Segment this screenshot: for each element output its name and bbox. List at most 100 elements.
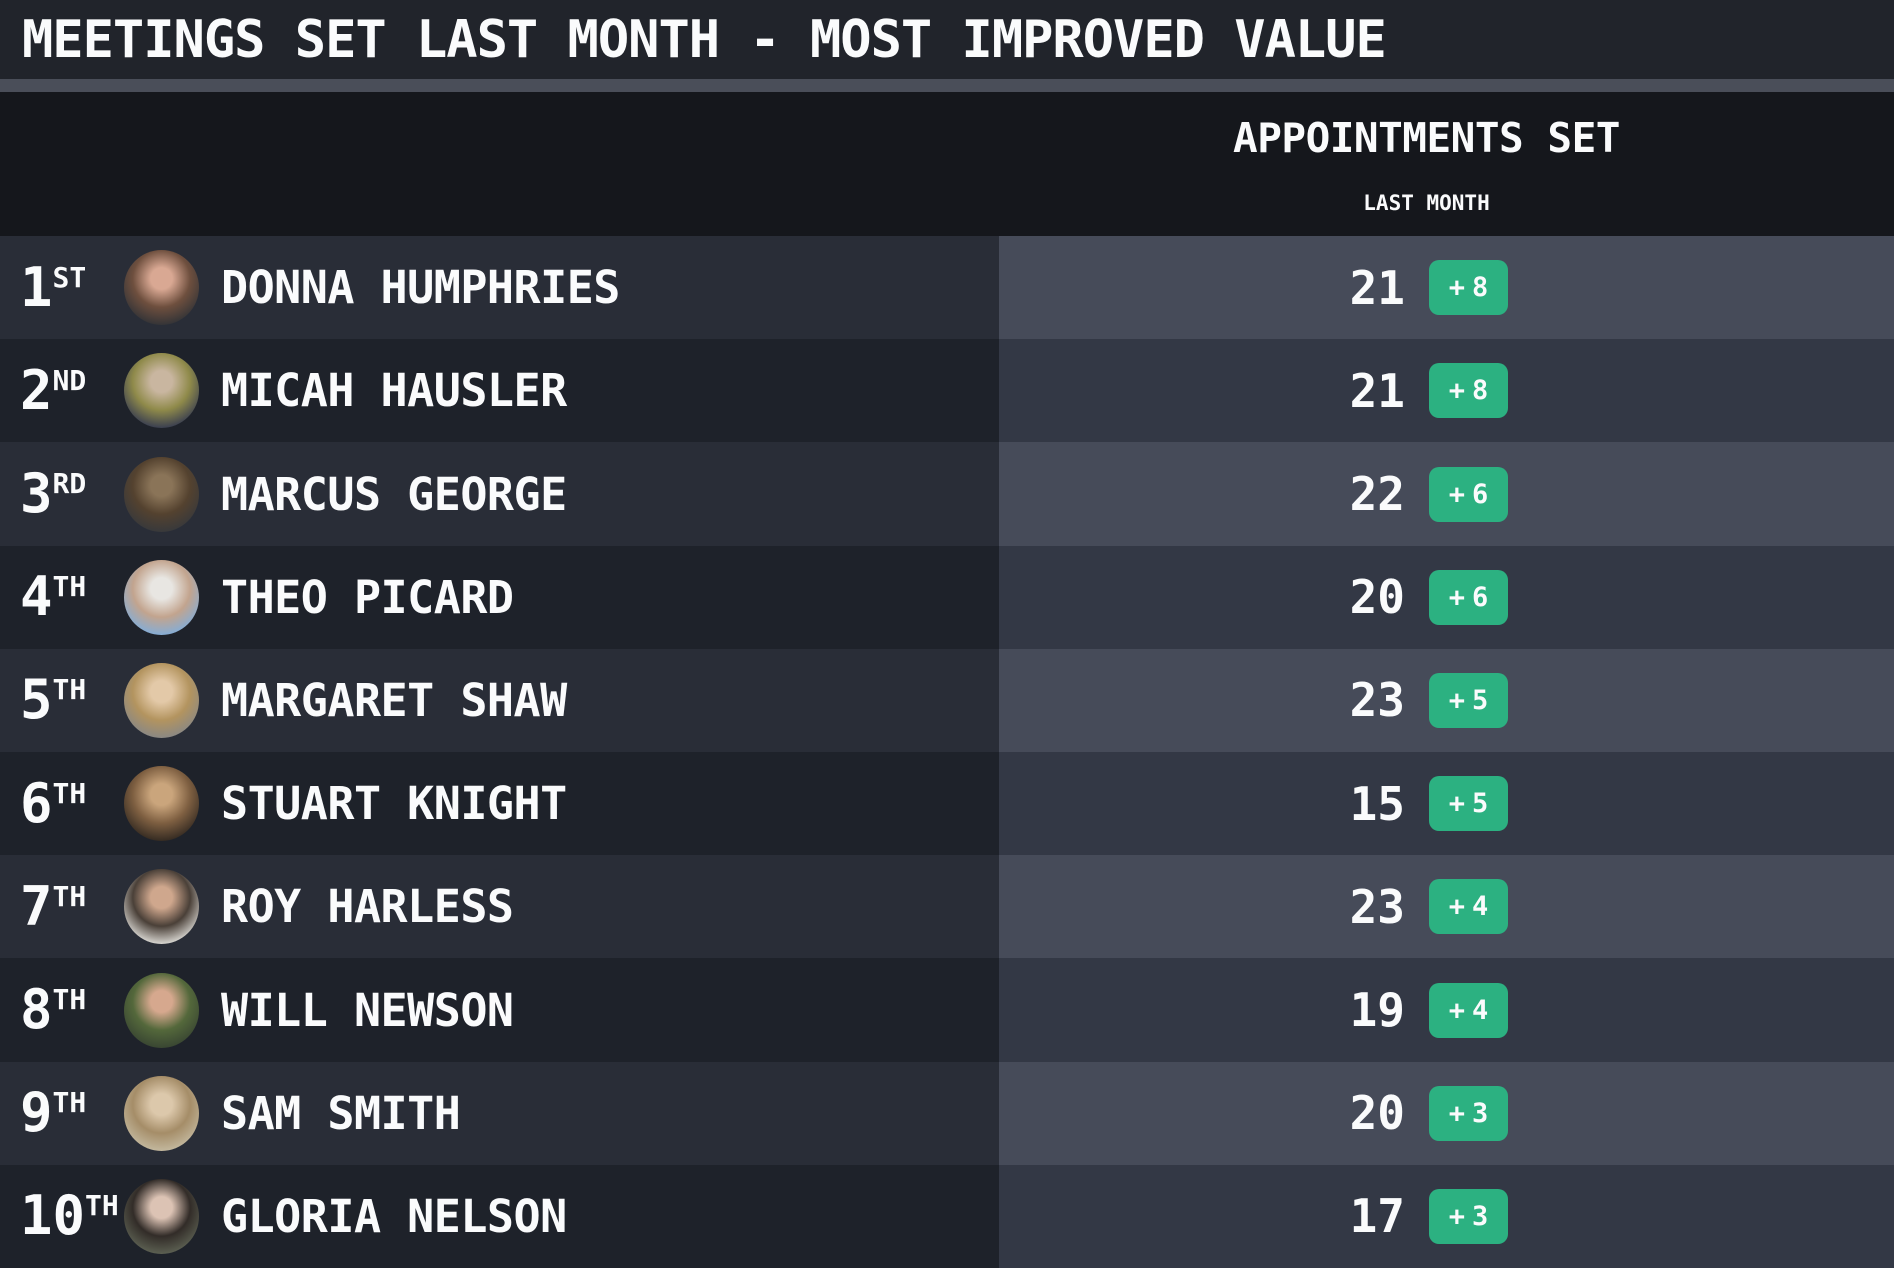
rank-number: 8 <box>20 978 53 1042</box>
person-name: MARGARET SHAW <box>221 673 567 727</box>
appointments-value: 20 <box>1349 1086 1405 1141</box>
page-title: MEETINGS SET LAST MONTH - MOST IMPROVED … <box>22 9 1387 70</box>
rank-label: 8TH <box>20 983 124 1037</box>
row-value-cell: 19 +4 <box>999 958 1894 1062</box>
rank-label: 10TH <box>20 1189 124 1243</box>
improvement-badge: +6 <box>1429 569 1508 625</box>
row-value-cell: 21 +8 <box>999 236 1894 340</box>
rank-ordinal-suffix: TH <box>52 879 87 913</box>
title-bar: MEETINGS SET LAST MONTH - MOST IMPROVED … <box>0 0 1894 79</box>
appointments-value: 23 <box>1349 879 1405 934</box>
leaderboard-row: 1ST DONNA HUMPHRIES 21 +8 <box>0 236 1894 340</box>
appointments-value: 23 <box>1349 673 1405 728</box>
leaderboard-row: 6TH STUART KNIGHT 15 +5 <box>0 752 1894 856</box>
leaderboard-row: 10TH GLORIA NELSON 17 +3 <box>0 1164 1894 1268</box>
row-value-cell: 15 +5 <box>999 752 1894 856</box>
row-person-cell: 5TH MARGARET SHAW <box>0 648 999 753</box>
person-name: MARCUS GEORGE <box>221 467 567 521</box>
avatar <box>124 559 199 635</box>
appointments-value: 22 <box>1349 467 1405 521</box>
rank-ordinal-suffix: ND <box>52 363 87 397</box>
avatar <box>124 869 199 945</box>
rank-label: 7TH <box>20 879 124 934</box>
rank-number: 2 <box>20 358 53 422</box>
person-name: WILL NEWSON <box>221 983 514 1037</box>
leaderboard-row: 4TH THEO PICARD 20 +6 <box>0 545 1894 649</box>
rank-label: 2ND <box>20 363 124 418</box>
leaderboard-row: 8TH WILL NEWSON 19 +4 <box>0 958 1894 1062</box>
improvement-badge: +6 <box>1429 466 1508 522</box>
row-value-cell: 22 +6 <box>999 442 1894 546</box>
rank-label: 3RD <box>20 467 124 521</box>
person-name: SAM SMITH <box>221 1086 461 1140</box>
rank-ordinal-suffix: TH <box>52 1086 87 1120</box>
row-value-cell: 20 +6 <box>999 545 1894 649</box>
rank-number: 7 <box>20 874 53 938</box>
leaderboard-rows: 1ST DONNA HUMPHRIES 21 +8 2ND MICAH HAUS… <box>0 236 1894 1268</box>
appointments-value: 20 <box>1349 570 1405 625</box>
improvement-badge: +3 <box>1429 1188 1508 1244</box>
improvement-badge: +3 <box>1429 1085 1508 1141</box>
row-person-cell: 1ST DONNA HUMPHRIES <box>0 236 999 340</box>
avatar <box>124 456 199 532</box>
rank-label: 5TH <box>20 673 124 727</box>
rank-number: 4 <box>20 565 53 629</box>
row-person-cell: 6TH STUART KNIGHT <box>0 752 999 856</box>
leaderboard-row: 2ND MICAH HAUSLER 21 +8 <box>0 339 1894 443</box>
leaderboard-row: 5TH MARGARET SHAW 23 +5 <box>0 648 1894 753</box>
rank-label: 1ST <box>20 260 124 315</box>
row-person-cell: 9TH SAM SMITH <box>0 1061 999 1165</box>
row-value-cell: 23 +4 <box>999 855 1894 959</box>
rank-number: 1 <box>20 255 53 319</box>
avatar <box>124 662 199 738</box>
row-value-cell: 23 +5 <box>999 648 1894 753</box>
avatar <box>124 766 199 842</box>
leaderboard-row: 7TH ROY HARLESS 23 +4 <box>0 855 1894 959</box>
rank-ordinal-suffix: RD <box>52 467 87 500</box>
column-header-zone: APPOINTMENTS SET LAST MONTH <box>0 92 1894 236</box>
person-name: ROY HARLESS <box>221 880 514 934</box>
title-divider <box>0 79 1894 92</box>
appointments-value: 21 <box>1349 363 1405 418</box>
rank-ordinal-suffix: TH <box>52 983 87 1017</box>
row-person-cell: 8TH WILL NEWSON <box>0 958 999 1062</box>
rank-number: 3 <box>20 462 53 525</box>
improvement-badge: +4 <box>1429 982 1508 1038</box>
person-name: THEO PICARD <box>221 570 514 624</box>
row-value-cell: 17 +3 <box>999 1164 1894 1268</box>
rank-ordinal-suffix: TH <box>85 1189 119 1223</box>
person-name: GLORIA NELSON <box>221 1189 567 1243</box>
rank-label: 4TH <box>20 570 124 624</box>
rank-ordinal-suffix: TH <box>52 570 87 604</box>
row-person-cell: 2ND MICAH HAUSLER <box>0 339 999 443</box>
row-person-cell: 4TH THEO PICARD <box>0 545 999 649</box>
avatar <box>124 353 199 429</box>
row-person-cell: 7TH ROY HARLESS <box>0 855 999 959</box>
rank-ordinal-suffix: TH <box>52 673 87 707</box>
appointments-value: 19 <box>1349 983 1405 1038</box>
improvement-badge: +8 <box>1429 363 1508 419</box>
person-name: MICAH HAUSLER <box>221 364 567 418</box>
avatar <box>124 1075 199 1151</box>
rank-label: 9TH <box>20 1086 124 1140</box>
rank-ordinal-suffix: ST <box>52 260 87 294</box>
row-person-cell: 3RD MARCUS GEORGE <box>0 442 999 546</box>
improvement-badge: +8 <box>1429 260 1508 316</box>
rank-number: 5 <box>20 668 53 732</box>
avatar <box>124 972 199 1048</box>
rank-label: 6TH <box>20 776 124 831</box>
appointments-value: 17 <box>1349 1189 1405 1244</box>
improvement-badge: +5 <box>1429 672 1508 728</box>
column-header-subtitle: LAST MONTH <box>1363 191 1490 215</box>
appointments-value: 21 <box>1349 260 1405 315</box>
improvement-badge: +5 <box>1429 776 1508 832</box>
avatar <box>124 1178 199 1254</box>
avatar <box>124 250 199 326</box>
person-name: STUART KNIGHT <box>221 777 567 831</box>
appointments-value: 15 <box>1349 776 1405 831</box>
rank-number: 6 <box>20 771 53 835</box>
column-header: APPOINTMENTS SET LAST MONTH <box>999 92 1854 236</box>
improvement-badge: +4 <box>1429 879 1508 935</box>
rank-ordinal-suffix: TH <box>52 776 87 810</box>
